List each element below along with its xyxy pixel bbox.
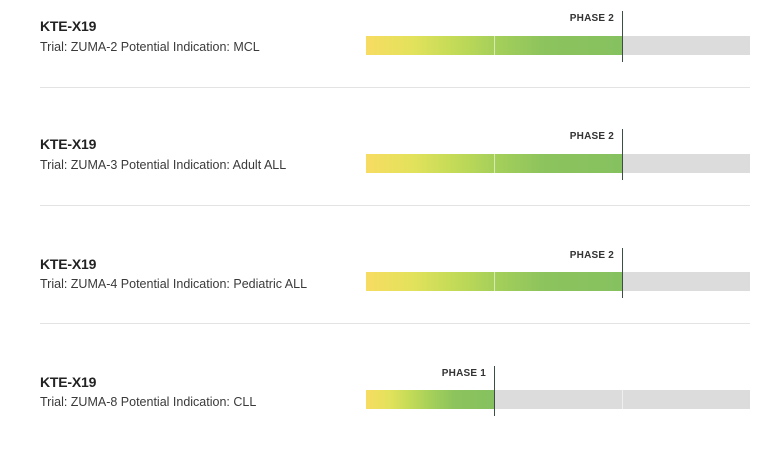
phase-marker-line bbox=[622, 129, 623, 180]
drug-name: KTE-X19 bbox=[40, 136, 97, 152]
program-row: KTE-X19 Trial: ZUMA-4 Potential Indicati… bbox=[40, 236, 750, 354]
drug-name: KTE-X19 bbox=[40, 18, 97, 34]
trial-indication-text: Trial: ZUMA-2 Potential Indication: MCL bbox=[40, 40, 260, 54]
trial-indication-text: Trial: ZUMA-8 Potential Indication: CLL bbox=[40, 395, 257, 409]
phase-label: PHASE 2 bbox=[569, 250, 614, 261]
row-divider bbox=[40, 323, 750, 324]
drug-name: KTE-X19 bbox=[40, 256, 97, 272]
program-row: KTE-X19 Trial: ZUMA-3 Potential Indicati… bbox=[40, 118, 750, 236]
trial-indication-text: Trial: ZUMA-4 Potential Indication: Pedi… bbox=[40, 277, 308, 291]
drug-name: KTE-X19 bbox=[40, 374, 97, 390]
phase-marker-line bbox=[622, 248, 623, 298]
row-divider bbox=[40, 205, 750, 206]
progress-track bbox=[366, 36, 750, 55]
phase-label: PHASE 1 bbox=[441, 368, 486, 379]
progress-fill bbox=[366, 390, 494, 409]
phase-marker-line bbox=[622, 11, 623, 62]
progress-track bbox=[366, 390, 750, 409]
stage-divider bbox=[494, 272, 495, 291]
phase-label: PHASE 2 bbox=[569, 13, 614, 24]
row-divider bbox=[40, 87, 750, 88]
program-row: KTE-X19 Trial: ZUMA-2 Potential Indicati… bbox=[40, 0, 750, 118]
progress-track bbox=[366, 272, 750, 291]
stage-divider bbox=[494, 154, 495, 173]
program-row: KTE-X19 Trial: ZUMA-8 Potential Indicati… bbox=[40, 354, 750, 472]
progress-track bbox=[366, 154, 750, 173]
trial-indication-text: Trial: ZUMA-3 Potential Indication: Adul… bbox=[40, 158, 287, 172]
phase-label: PHASE 2 bbox=[569, 131, 614, 142]
pipeline-chart: KTE-X19 Trial: ZUMA-2 Potential Indicati… bbox=[40, 0, 750, 416]
stage-divider bbox=[494, 36, 495, 55]
stage-divider bbox=[622, 390, 623, 409]
phase-marker-line bbox=[494, 366, 495, 416]
